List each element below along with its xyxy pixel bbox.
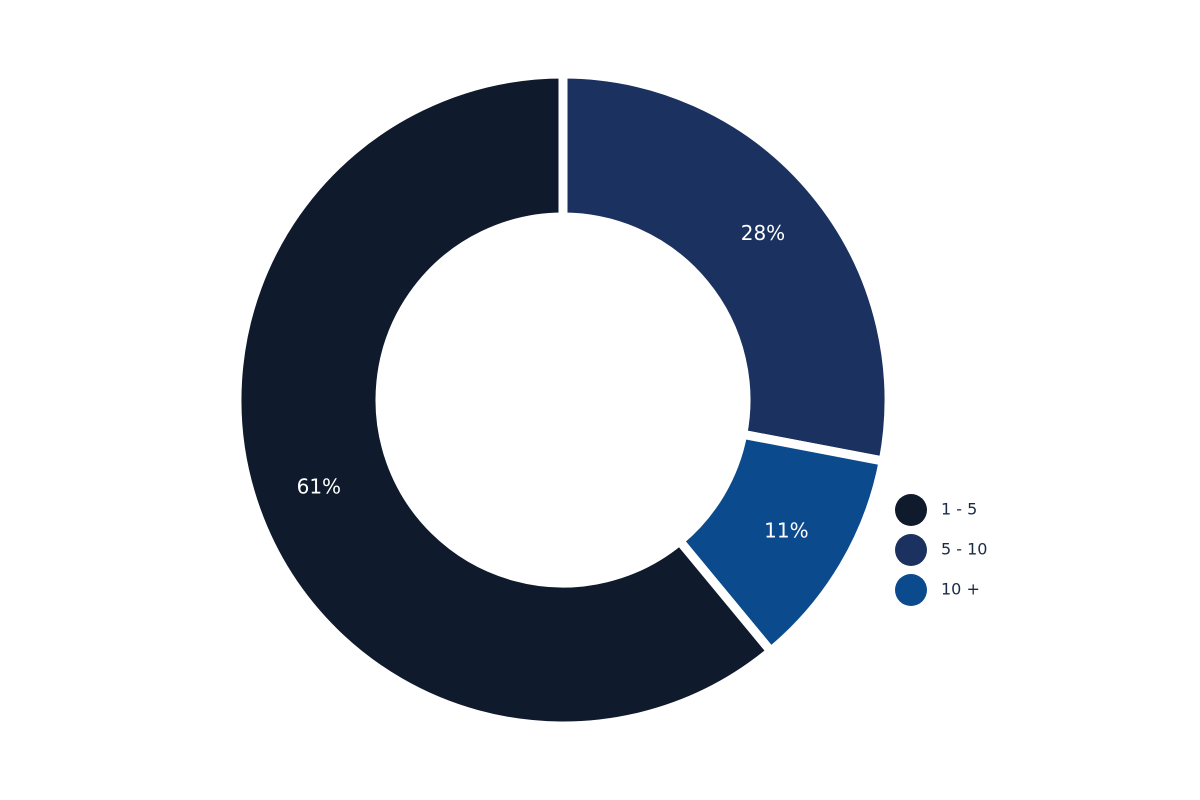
donut-segment — [232, 69, 776, 731]
legend-swatch — [895, 534, 927, 566]
legend-swatch — [895, 494, 927, 526]
legend-label: 1 - 5 — [941, 500, 977, 519]
value-label: 11% — [764, 519, 808, 543]
value-label: 28% — [741, 221, 785, 245]
donut-segment — [558, 69, 894, 466]
legend-swatch — [895, 574, 927, 606]
legend-label: 5 - 10 — [941, 540, 987, 559]
value-label: 61% — [297, 474, 341, 498]
legend-label: 10 + — [941, 580, 980, 599]
